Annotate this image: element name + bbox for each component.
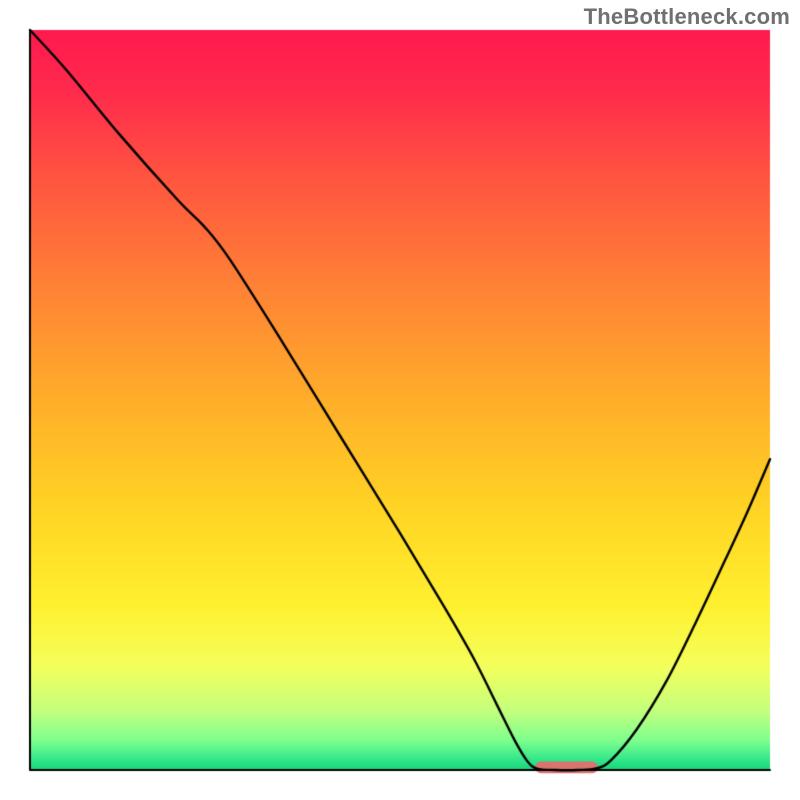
watermark-text: TheBottleneck.com <box>584 4 790 30</box>
bottleneck-chart <box>0 0 800 800</box>
